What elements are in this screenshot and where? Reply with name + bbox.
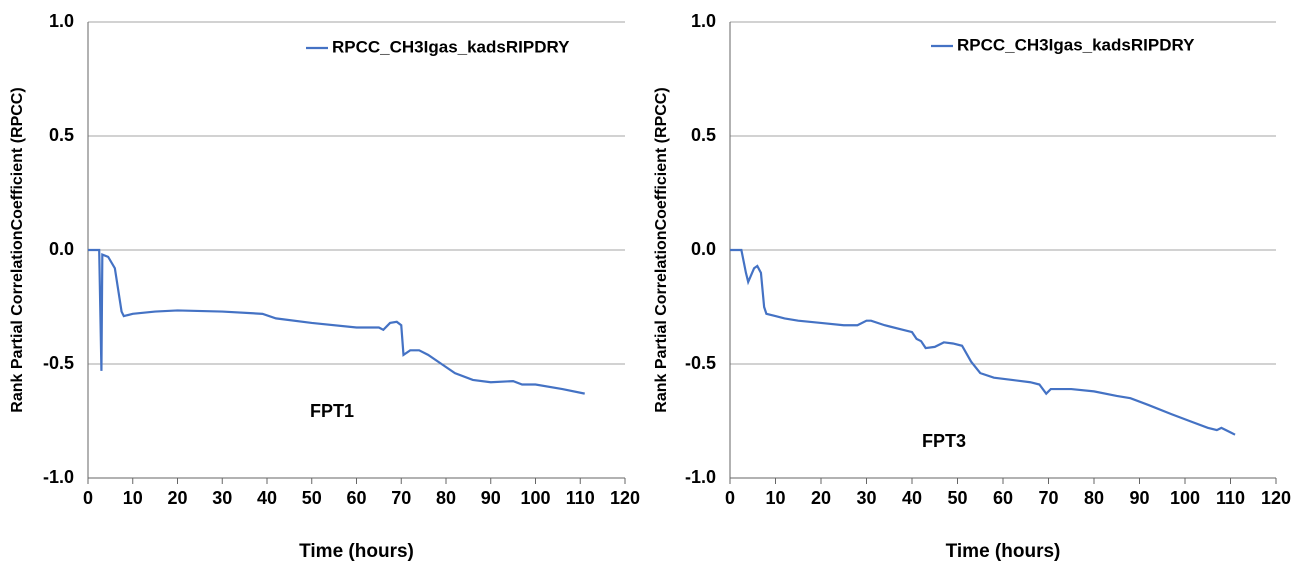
- x-tick-label: 70: [1038, 488, 1058, 508]
- x-tick-label: 110: [1216, 488, 1245, 508]
- legend-label: RPCC_CH3Igas_kadsRIPDRY: [957, 35, 1195, 54]
- x-tick-label: 70: [391, 488, 411, 508]
- x-tick-label: 120: [1261, 488, 1291, 508]
- y-tick-label: 1.0: [691, 11, 716, 31]
- y-tick-label: 0.0: [49, 239, 74, 259]
- y-tick-label: -1.0: [43, 467, 74, 487]
- x-axis-title: Time (hours): [299, 541, 414, 562]
- y-tick-label: -0.5: [43, 353, 74, 373]
- x-tick-label: 100: [520, 488, 550, 508]
- x-tick-label: 0: [83, 488, 93, 508]
- x-tick-label: 20: [167, 488, 187, 508]
- x-tick-label: 60: [346, 488, 366, 508]
- x-tick-label: 30: [212, 488, 232, 508]
- x-tick-label: 20: [811, 488, 831, 508]
- x-tick-label: 120: [610, 488, 640, 508]
- x-tick-label: 80: [436, 488, 456, 508]
- x-tick-label: 40: [257, 488, 277, 508]
- series-line: [88, 248, 585, 395]
- y-tick-label: 0.0: [691, 239, 716, 259]
- y-axis-title: Rank Partial CorrelationCoefficient (RPC…: [653, 87, 670, 412]
- x-tick-label: 10: [123, 488, 143, 508]
- y-axis-title: Rank Partial CorrelationCoefficient (RPC…: [9, 87, 26, 412]
- y-tick-label: 1.0: [49, 11, 74, 31]
- legend-label: RPCC_CH3Igas_kadsRIPDRY: [332, 37, 570, 56]
- x-tick-label: 0: [725, 488, 735, 508]
- x-tick-label: 90: [1129, 488, 1149, 508]
- x-tick-label: 80: [1084, 488, 1104, 508]
- x-tick-label: 110: [566, 488, 595, 508]
- x-tick-label: 100: [1170, 488, 1200, 508]
- x-tick-label: 50: [302, 488, 322, 508]
- y-tick-label: -0.5: [685, 353, 716, 373]
- y-tick-label: -1.0: [685, 467, 716, 487]
- x-tick-label: 60: [993, 488, 1013, 508]
- x-tick-label: 90: [481, 488, 501, 508]
- x-tick-label: 30: [856, 488, 876, 508]
- x-tick-label: 50: [947, 488, 967, 508]
- y-tick-label: 0.5: [49, 125, 74, 145]
- series-line: [730, 248, 1236, 436]
- y-tick-label: 0.5: [691, 125, 716, 145]
- annotation: FPT3: [922, 431, 966, 451]
- x-tick-label: 10: [765, 488, 785, 508]
- x-tick-label: 40: [902, 488, 922, 508]
- annotation: FPT1: [310, 401, 354, 421]
- x-axis-title: Time (hours): [946, 541, 1061, 562]
